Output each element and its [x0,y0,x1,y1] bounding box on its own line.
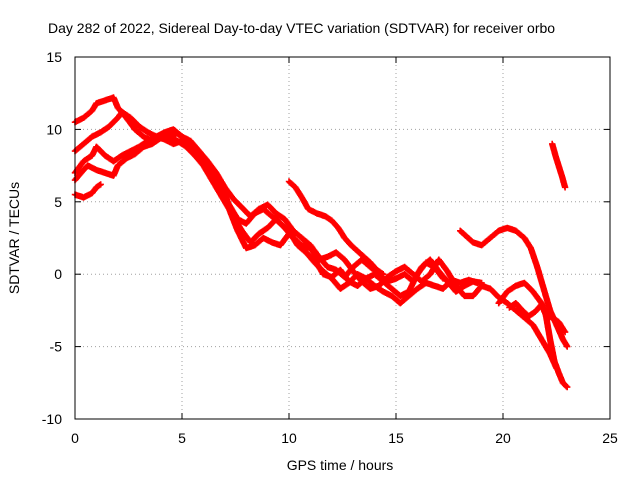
y-tick-labels: -10 -5 0 5 10 15 [42,49,62,427]
x-tick-label: 20 [495,430,511,446]
data-point-markers [71,94,447,300]
y-tick-label: 0 [54,266,62,282]
x-tick-label: 5 [178,430,186,446]
series-track-3 [71,133,560,372]
series-track-5 [71,181,104,201]
series-track-6 [285,178,387,278]
series-track-7 [457,224,571,350]
series-track-9 [506,300,571,391]
data-points [71,94,571,391]
y-tick-label: -10 [42,411,62,427]
data-point-markers [506,300,571,391]
series-track-2 [71,108,485,295]
data-point-markers [285,178,387,278]
plot-frame [74,56,611,420]
x-axis-label: GPS time / hours [287,457,394,473]
x-tick-labels: 0 5 10 15 20 25 [71,430,618,446]
x-tick-label: 15 [388,430,404,446]
y-tick-label: 10 [46,121,62,137]
x-tick-label: 10 [281,430,297,446]
y-tick-label: -5 [50,339,63,355]
y-tick-label: 5 [54,194,62,210]
data-point-markers [457,224,571,350]
data-point-markers [71,181,104,201]
y-axis-label: SDTVAR / TECUs [6,182,22,294]
y-tick-label: 15 [46,49,62,65]
series-track-10 [549,140,569,191]
data-point-markers [71,133,560,372]
series-track-1 [71,94,447,300]
x-tick-label: 0 [71,430,79,446]
x-tick-label: 25 [602,430,618,446]
chart-title: Day 282 of 2022, Sidereal Day-to-day VTE… [48,20,555,36]
data-point-markers [549,140,569,191]
data-point-markers [71,108,485,295]
axis-ticks [74,56,611,420]
